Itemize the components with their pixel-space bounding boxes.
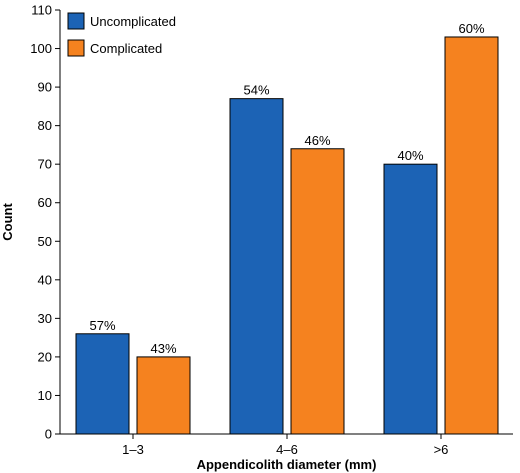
legend-label: Complicated — [90, 41, 162, 56]
y-tick-label: 100 — [30, 41, 52, 56]
data-label: 54% — [243, 83, 269, 98]
data-labels: 57% 43% 54% 46% 40% 60% — [89, 21, 484, 356]
data-label: 60% — [458, 21, 484, 36]
bar-complicated — [290, 148, 345, 435]
legend-swatch — [67, 39, 85, 57]
y-axis-ticks: 0 10 20 30 40 50 60 70 80 90 100 110 — [30, 3, 60, 442]
y-tick-label: 110 — [31, 3, 52, 18]
x-tick-label: 1–3 — [122, 442, 144, 457]
legend-swatch — [67, 12, 85, 30]
y-tick-label: 70 — [38, 157, 52, 172]
y-tick-label: 50 — [38, 234, 52, 249]
data-label: 40% — [397, 148, 423, 163]
bar-uncomplicated — [383, 163, 438, 435]
y-tick-label: 30 — [38, 311, 52, 326]
y-tick-label: 60 — [38, 195, 52, 210]
bar-complicated — [444, 36, 499, 435]
legend-label: Uncomplicated — [90, 14, 176, 29]
bar-uncomplicated — [75, 333, 130, 435]
data-label: 43% — [150, 341, 176, 356]
bar-uncomplicated — [229, 98, 284, 435]
y-axis-title: Count — [0, 203, 15, 241]
y-tick-label: 40 — [38, 272, 52, 287]
x-tick-label: >6 — [434, 442, 449, 457]
bar-complicated — [136, 356, 191, 435]
x-tick-label: 4–6 — [276, 442, 298, 457]
y-tick-label: 20 — [38, 349, 52, 364]
legend: Uncomplicated Complicated — [67, 12, 176, 57]
data-label: 46% — [304, 133, 330, 148]
y-tick-label: 90 — [38, 80, 52, 95]
y-tick-label: 10 — [38, 388, 52, 403]
data-label: 57% — [89, 318, 115, 333]
x-axis-title: Appendicolith diameter (mm) — [197, 457, 377, 472]
bars — [75, 36, 499, 435]
x-axis-ticks: 1–3 4–6 >6 — [122, 434, 448, 457]
y-tick-label: 80 — [38, 118, 52, 133]
y-tick-label: 0 — [45, 427, 52, 442]
